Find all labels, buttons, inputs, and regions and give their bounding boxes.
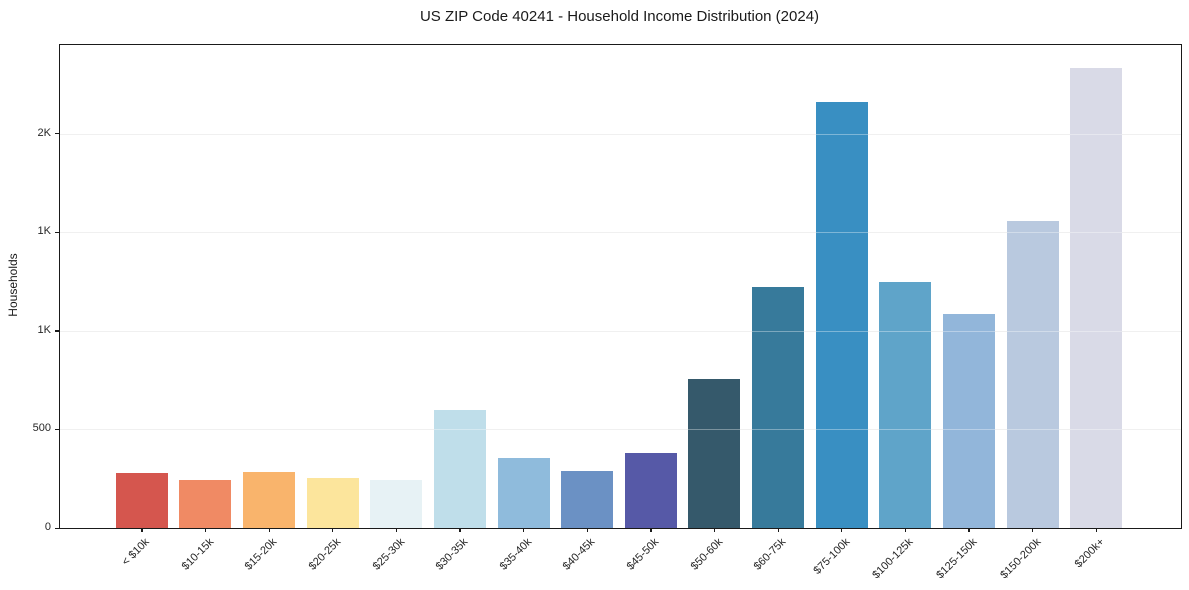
bar	[561, 471, 614, 528]
x-tick-label: $150-200k	[997, 536, 1044, 582]
x-tick-mark	[904, 528, 906, 532]
x-tick-label: < $10k	[120, 536, 153, 569]
bar	[879, 281, 932, 528]
x-tick-label: $40-45k	[561, 536, 598, 573]
y-tick-mark	[55, 527, 60, 529]
grid-line-overlay	[60, 429, 1181, 431]
y-tick-mark	[55, 428, 60, 431]
x-tick-label: $100-125k	[870, 536, 916, 582]
bar	[1070, 68, 1123, 528]
bar	[433, 409, 486, 528]
bar	[1006, 221, 1059, 528]
bar	[115, 473, 168, 528]
x-tick-label: $75-100k	[811, 536, 853, 577]
y-tick-label: 2K	[37, 126, 51, 139]
x-tick-mark	[650, 528, 652, 532]
x-tick-mark	[968, 528, 970, 532]
bar	[624, 453, 677, 528]
bar	[942, 314, 995, 528]
bar	[243, 472, 296, 528]
x-tick-label: $200k+	[1072, 536, 1107, 571]
bar	[752, 287, 805, 528]
bar	[306, 478, 359, 528]
grid-line-overlay	[60, 133, 1181, 135]
x-tick-mark	[459, 528, 461, 532]
x-tick-label: $30-35k	[433, 536, 471, 573]
y-tick-label: 0	[44, 521, 51, 533]
x-tick-mark	[141, 528, 143, 532]
x-tick-label: $15-20k	[242, 536, 280, 573]
x-tick-mark	[586, 528, 588, 532]
y-tick-label: 1K	[37, 323, 51, 336]
x-tick-label: $25-30k	[370, 536, 407, 573]
x-tick-mark	[1032, 528, 1034, 532]
x-tick-mark	[1095, 528, 1097, 532]
grid-line	[60, 330, 1181, 332]
y-tick-mark	[55, 330, 60, 332]
x-tick-label: $45-50k	[624, 536, 662, 573]
chart-title: US ZIP Code 40241 - Household Income Dis…	[419, 8, 820, 25]
bar	[497, 458, 550, 528]
bar	[688, 378, 741, 528]
bar	[179, 479, 232, 528]
y-tick-label: 500	[32, 422, 51, 435]
x-tick-label: $125-150k	[934, 536, 980, 582]
x-tick-mark	[395, 528, 397, 532]
y-tick-label: 1K	[37, 225, 51, 238]
x-tick-mark	[523, 528, 525, 532]
plot-area: 0 500 1K 1K 2K < $10k $10-15k $15-20k $20-25k $25…	[33, 44, 1182, 581]
x-tick-mark	[713, 528, 716, 532]
x-tick-mark	[268, 528, 270, 532]
grid-line-overlay	[60, 330, 1181, 332]
x-tick-label: $50-60k	[688, 536, 725, 573]
grid-line-overlay	[60, 232, 1181, 234]
y-tick-mark	[55, 231, 60, 233]
x-tick-label: $60-75k	[751, 536, 789, 573]
bar	[815, 101, 868, 528]
x-tick-mark	[332, 528, 334, 532]
y-axis-label: Households	[6, 253, 20, 317]
x-tick-mark	[841, 528, 843, 532]
grid-line	[60, 232, 1181, 234]
x-tick-label: $10-15k	[179, 536, 216, 573]
x-tick-mark	[204, 528, 207, 532]
x-tick-mark	[777, 528, 779, 532]
x-tick-label: $20-25k	[306, 536, 344, 573]
y-tick-mark	[55, 133, 60, 135]
x-tick-label: $35-40k	[497, 536, 535, 573]
grid-line	[60, 133, 1181, 135]
bar	[370, 479, 423, 528]
grid-line	[60, 429, 1181, 431]
